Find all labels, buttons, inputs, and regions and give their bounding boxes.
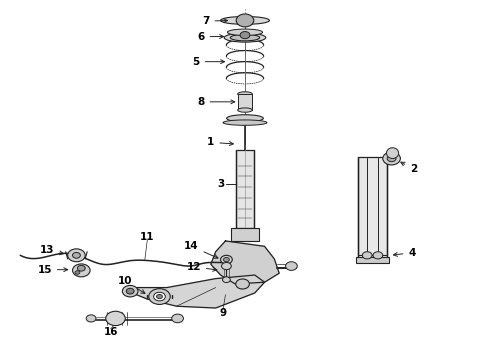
Circle shape xyxy=(77,265,85,271)
Circle shape xyxy=(122,285,138,297)
Circle shape xyxy=(126,288,134,294)
Text: 12: 12 xyxy=(187,262,217,272)
Circle shape xyxy=(222,277,230,283)
Text: 10: 10 xyxy=(118,276,145,293)
Circle shape xyxy=(221,262,231,270)
Text: 3: 3 xyxy=(217,179,224,189)
Text: 15: 15 xyxy=(37,265,68,275)
Text: 5: 5 xyxy=(193,57,224,67)
Text: 11: 11 xyxy=(140,232,154,242)
Text: 8: 8 xyxy=(197,97,235,107)
Circle shape xyxy=(157,294,162,299)
Circle shape xyxy=(149,289,170,305)
Polygon shape xyxy=(128,275,265,308)
Ellipse shape xyxy=(223,120,267,125)
Bar xyxy=(238,94,252,110)
Bar xyxy=(358,157,387,259)
Text: 16: 16 xyxy=(103,327,118,337)
Ellipse shape xyxy=(224,33,266,42)
Ellipse shape xyxy=(387,148,399,158)
Text: 14: 14 xyxy=(184,241,218,258)
Ellipse shape xyxy=(230,35,260,41)
Text: 7: 7 xyxy=(202,16,227,26)
Text: 13: 13 xyxy=(40,245,63,255)
Circle shape xyxy=(73,264,90,277)
Circle shape xyxy=(75,271,80,274)
Circle shape xyxy=(73,252,80,258)
Bar xyxy=(231,228,259,241)
Text: 4: 4 xyxy=(393,248,416,258)
Ellipse shape xyxy=(227,29,263,36)
Text: 2: 2 xyxy=(401,162,417,174)
Circle shape xyxy=(86,315,96,322)
Circle shape xyxy=(236,14,254,27)
Ellipse shape xyxy=(238,108,252,112)
Circle shape xyxy=(286,262,297,270)
Text: 1: 1 xyxy=(207,138,233,147)
Text: 6: 6 xyxy=(197,32,223,41)
Circle shape xyxy=(172,314,183,323)
Text: 9: 9 xyxy=(220,309,226,318)
Circle shape xyxy=(373,252,383,259)
Ellipse shape xyxy=(106,311,125,325)
Bar xyxy=(236,149,254,228)
Circle shape xyxy=(387,155,396,162)
Circle shape xyxy=(362,252,372,259)
Ellipse shape xyxy=(238,92,252,96)
Circle shape xyxy=(154,292,165,301)
Ellipse shape xyxy=(227,115,263,122)
Bar xyxy=(356,257,389,263)
Circle shape xyxy=(220,255,232,264)
Circle shape xyxy=(223,257,229,262)
Circle shape xyxy=(236,279,249,289)
Circle shape xyxy=(383,152,400,165)
Polygon shape xyxy=(211,241,279,284)
Circle shape xyxy=(240,32,250,39)
Circle shape xyxy=(68,249,85,262)
Ellipse shape xyxy=(220,17,270,24)
